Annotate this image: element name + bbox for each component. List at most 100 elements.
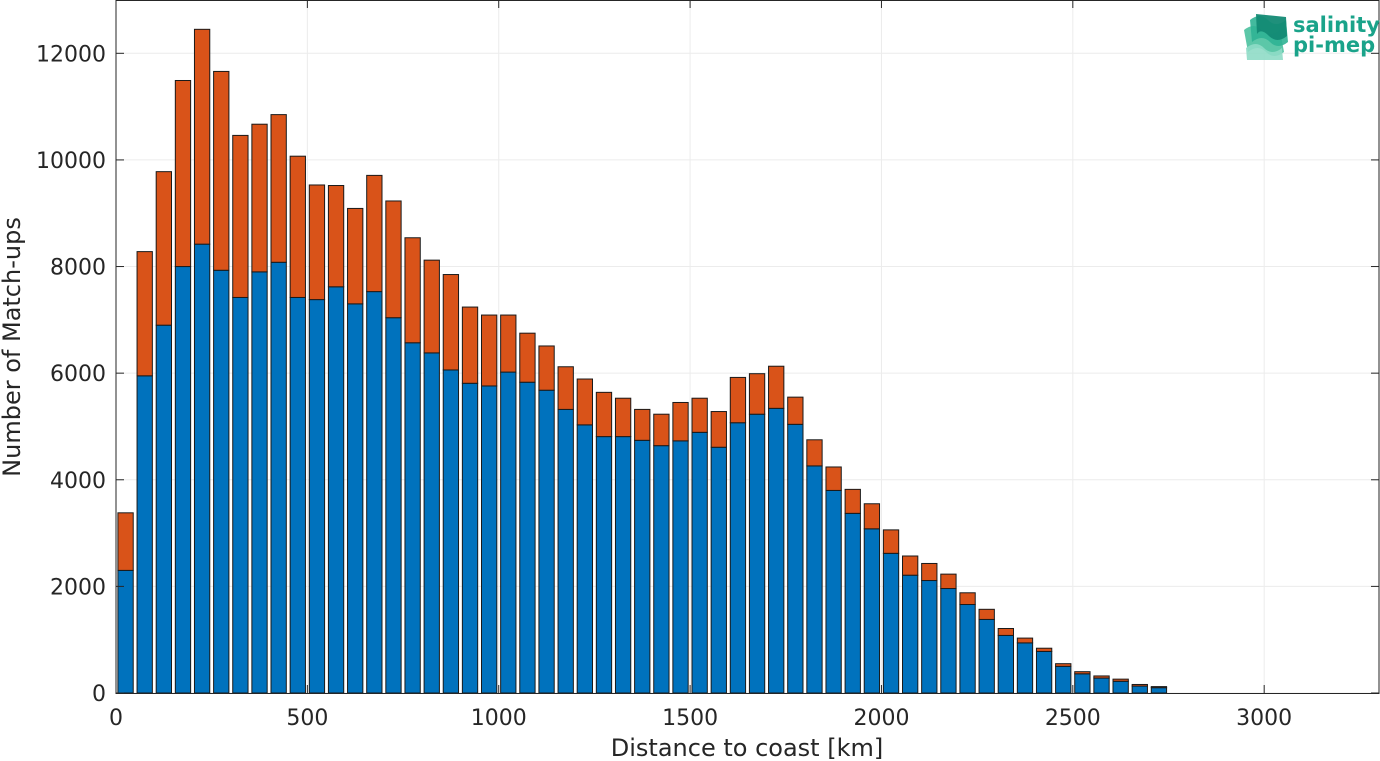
y-tick-label: 10000	[36, 149, 106, 174]
bar-segment-upper	[308, 184, 326, 301]
bar-segment-lower	[997, 634, 1014, 694]
bar-segment-upper	[614, 397, 632, 438]
bar-segment-lower	[289, 296, 306, 694]
bar-segment-upper	[997, 627, 1014, 636]
bar-segment-upper	[1093, 675, 1110, 679]
bar-segment-upper	[385, 200, 402, 319]
bar-segment-lower	[347, 303, 364, 694]
bar-segment-lower	[614, 436, 632, 694]
y-tick-label: 8000	[50, 256, 106, 281]
bar-segment-upper	[1150, 686, 1168, 689]
bar-segment-upper	[653, 413, 670, 447]
bar-segment-upper	[1055, 663, 1072, 667]
bar-segment-upper	[251, 123, 268, 273]
bar-segment-upper	[634, 408, 651, 441]
y-ticks: 0 2000 4000 6000 8000 10000 12000	[36, 42, 1379, 707]
bar-segment-lower	[691, 431, 708, 694]
x-tick-label: 1500	[662, 706, 718, 731]
bar-segment-upper	[213, 70, 230, 271]
y-tick-label: 6000	[50, 362, 106, 387]
bar-segment-upper	[366, 174, 383, 293]
bar-segment-lower	[595, 436, 613, 694]
x-tick-label: 0	[109, 706, 123, 731]
bar-segment-upper	[1016, 637, 1034, 644]
bar-segment-upper	[672, 401, 689, 442]
x-tick-label: 3000	[1236, 706, 1292, 731]
bar-segment-lower	[213, 269, 230, 694]
bar-segment-upper	[155, 171, 172, 326]
bar-segment-lower	[1112, 680, 1129, 694]
bar-segment-upper	[232, 134, 249, 298]
bar-segment-upper	[576, 378, 593, 426]
bar-segment-upper	[481, 314, 498, 387]
bar-segment-upper	[404, 237, 421, 344]
bar-segment-upper	[1112, 678, 1129, 682]
logo-text-pi-mep: pi-mep	[1293, 33, 1375, 57]
bar-segment-upper	[557, 366, 574, 410]
bar-segment-lower	[576, 424, 593, 694]
bar-segment-upper	[289, 155, 306, 298]
bar-segment-lower	[117, 569, 134, 694]
bar-segment-lower	[270, 261, 287, 694]
bar-segment-upper	[710, 411, 727, 448]
bar-segment-lower	[806, 465, 823, 694]
bar-segment-upper	[117, 512, 134, 571]
bar-segment-lower	[1035, 650, 1053, 694]
bar-segment-lower	[882, 552, 900, 694]
bar-segment-upper	[174, 79, 192, 268]
grid-lines	[115, 0, 1379, 694]
x-axis-label: Distance to coast [km]	[611, 734, 883, 761]
bar-segment-lower	[863, 528, 881, 694]
y-tick-label: 4000	[50, 469, 106, 494]
bar-segment-upper	[423, 259, 440, 354]
bar-segment-lower	[1093, 677, 1110, 694]
bar-segment-upper	[1035, 647, 1053, 652]
bar-segment-lower	[844, 512, 861, 694]
bar-segment-upper	[691, 397, 708, 433]
bar-segment-lower	[1055, 665, 1072, 694]
bar-segment-lower	[653, 445, 670, 694]
bar-segment-lower	[461, 382, 479, 694]
bar-segment-upper	[1074, 671, 1091, 675]
x-ticks: 0 500 1000 1500 2000 2500 3000	[109, 0, 1292, 731]
bar-segment-lower	[1016, 642, 1034, 694]
bar-segment-lower	[557, 408, 574, 694]
bar-segment-lower	[921, 580, 938, 694]
bar-segment-upper	[844, 488, 861, 514]
bar-segment-upper	[768, 365, 785, 409]
y-tick-label: 12000	[36, 42, 106, 67]
bar-segment-lower	[193, 243, 211, 694]
bar-segment-lower	[136, 375, 153, 694]
bar-segment-lower	[902, 574, 919, 694]
bar-segment-lower	[481, 385, 498, 694]
bar-segment-lower	[366, 291, 383, 694]
bar-segment-upper	[978, 608, 995, 620]
bar-segment-upper	[748, 373, 766, 415]
bar-segment-upper	[538, 345, 555, 391]
bar-segment-lower	[978, 618, 995, 694]
bar-segment-upper	[270, 114, 287, 263]
bar-segment-upper	[136, 251, 153, 377]
x-tick-label: 1000	[471, 706, 527, 731]
bar-segment-lower	[1074, 673, 1091, 694]
bar-segment-lower	[538, 389, 555, 694]
x-tick-label: 500	[286, 706, 328, 731]
bar-segment-upper	[787, 396, 804, 425]
bar-segment-upper	[806, 439, 823, 467]
bar-segment-upper	[863, 503, 881, 530]
bar-segment-upper	[882, 529, 900, 554]
x-tick-label: 2000	[853, 706, 909, 731]
bar-segment-lower	[423, 352, 440, 694]
bar-segment-lower	[940, 588, 957, 694]
bar-segment-lower	[232, 296, 249, 694]
bar-segment-upper	[595, 391, 613, 438]
bar-segment-upper	[500, 314, 517, 373]
bar-segment-lower	[174, 266, 192, 694]
bar-segment-upper	[729, 376, 747, 424]
bar-segment-upper	[347, 207, 364, 305]
bar-segment-lower	[308, 299, 326, 694]
bar-segment-upper	[519, 332, 536, 383]
wave-logo-icon	[1244, 14, 1288, 60]
bar-segment-lower	[519, 381, 536, 694]
